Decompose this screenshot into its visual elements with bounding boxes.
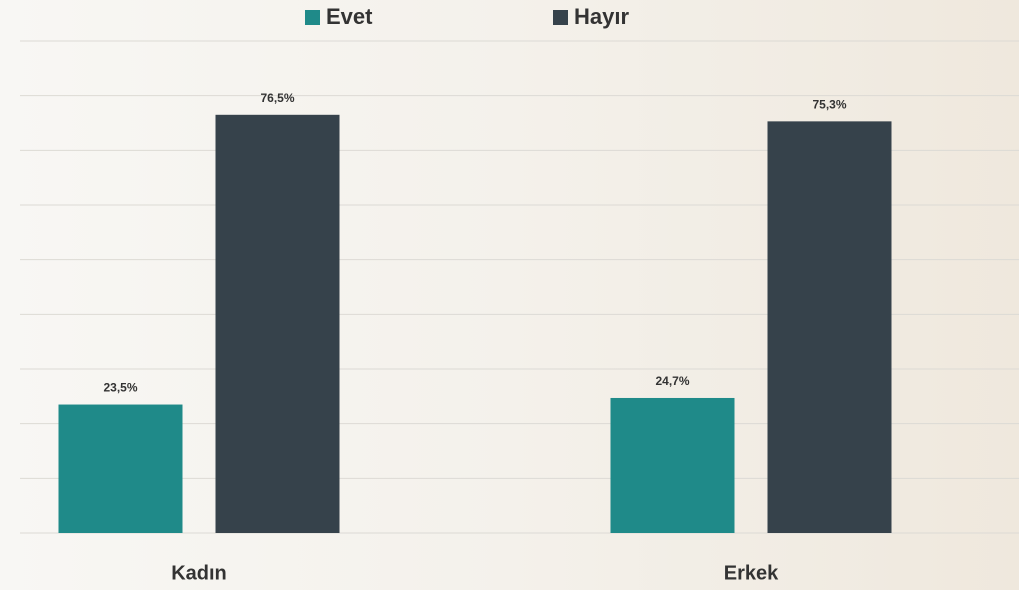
data-label: 76,5% (260, 91, 294, 105)
bar (767, 121, 892, 534)
x-tick-label: Kadın (171, 562, 227, 584)
bar (215, 114, 340, 534)
bar (58, 404, 183, 533)
data-label: 23,5% (103, 381, 137, 395)
data-label: 75,3% (812, 98, 846, 112)
x-tick-label: Erkek (724, 562, 779, 584)
legend-label: Hayır (574, 4, 629, 29)
legend-label: Evet (326, 4, 373, 29)
data-label: 24,7% (655, 374, 689, 388)
legend-swatch (553, 10, 568, 25)
legend-swatch (305, 10, 320, 25)
bar (610, 397, 735, 533)
